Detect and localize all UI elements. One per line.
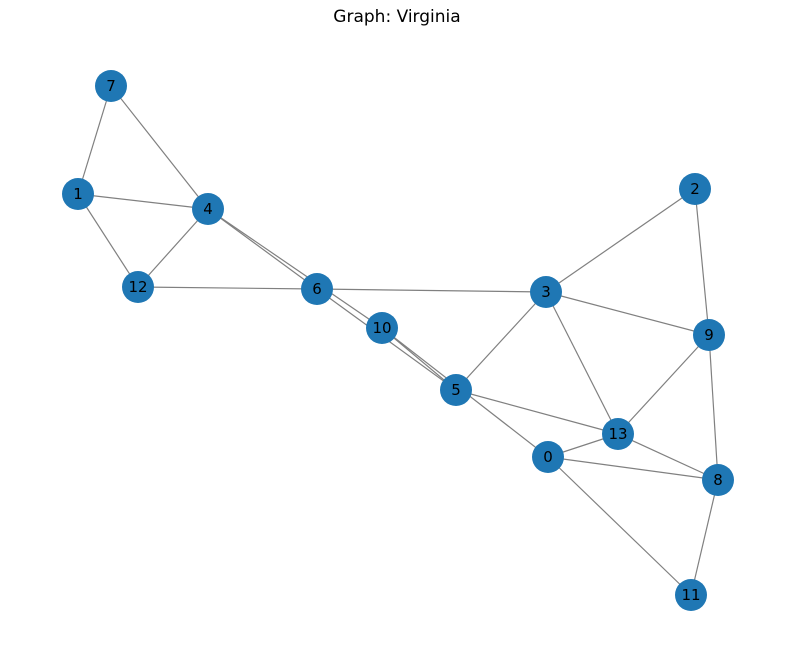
node-circle-8 — [702, 464, 734, 496]
edge-3-5 — [455, 291, 547, 391]
edge-layer — [77, 85, 719, 596]
node-label-6: 6 — [312, 280, 322, 298]
edge-1-4 — [77, 193, 209, 210]
graph-title: Graph: Virginia — [333, 7, 461, 27]
node-12: 12 — [122, 271, 154, 303]
edge-5-13 — [455, 389, 619, 435]
edge-1-12 — [77, 193, 139, 288]
node-circle-10 — [366, 312, 398, 344]
node-circle-1 — [62, 178, 94, 210]
edge-3-2 — [545, 188, 696, 293]
node-2: 2 — [679, 173, 711, 205]
node-circle-11 — [675, 579, 707, 611]
node-label-4: 4 — [203, 200, 213, 218]
node-label-10: 10 — [372, 319, 391, 337]
node-label-2: 2 — [690, 180, 700, 198]
node-circle-3 — [530, 276, 562, 308]
node-circle-9 — [693, 319, 725, 351]
node-7: 7 — [95, 70, 127, 102]
edge-4-6 — [207, 208, 318, 290]
node-0: 0 — [532, 441, 564, 473]
edge-3-9 — [545, 291, 710, 336]
node-3: 3 — [530, 276, 562, 308]
edge-0-8 — [547, 456, 719, 481]
node-label-1: 1 — [73, 185, 83, 203]
node-circle-13 — [602, 418, 634, 450]
node-6: 6 — [301, 273, 333, 305]
node-5: 5 — [440, 374, 472, 406]
node-label-8: 8 — [713, 471, 723, 489]
node-circle-5 — [440, 374, 472, 406]
edge-7-4 — [110, 85, 209, 210]
node-circle-12 — [122, 271, 154, 303]
node-circle-6 — [301, 273, 333, 305]
edge-13-8 — [617, 433, 719, 481]
edge-2-9 — [694, 188, 710, 336]
node-circle-4 — [192, 193, 224, 225]
node-13: 13 — [602, 418, 634, 450]
edge-4-10 — [207, 208, 383, 329]
node-circle-0 — [532, 441, 564, 473]
node-label-7: 7 — [106, 77, 116, 95]
edge-7-1 — [77, 85, 112, 195]
node-11: 11 — [675, 579, 707, 611]
node-circle-2 — [679, 173, 711, 205]
node-label-13: 13 — [608, 425, 627, 443]
node-circle-7 — [95, 70, 127, 102]
node-label-5: 5 — [451, 381, 461, 399]
node-label-11: 11 — [681, 586, 700, 604]
node-10: 10 — [366, 312, 398, 344]
edge-3-13 — [545, 291, 619, 435]
edge-4-12 — [137, 208, 209, 288]
edge-0-11 — [547, 456, 692, 596]
node-4: 4 — [192, 193, 224, 225]
node-8: 8 — [702, 464, 734, 496]
node-1: 1 — [62, 178, 94, 210]
node-label-9: 9 — [704, 326, 714, 344]
edge-9-8 — [708, 334, 719, 481]
edge-9-13 — [617, 334, 710, 435]
node-label-0: 0 — [543, 448, 553, 466]
edge-8-11 — [690, 479, 719, 596]
edge-12-6 — [137, 286, 318, 290]
node-label-3: 3 — [541, 283, 551, 301]
edge-6-3 — [316, 288, 547, 293]
node-label-12: 12 — [128, 278, 147, 296]
node-9: 9 — [693, 319, 725, 351]
